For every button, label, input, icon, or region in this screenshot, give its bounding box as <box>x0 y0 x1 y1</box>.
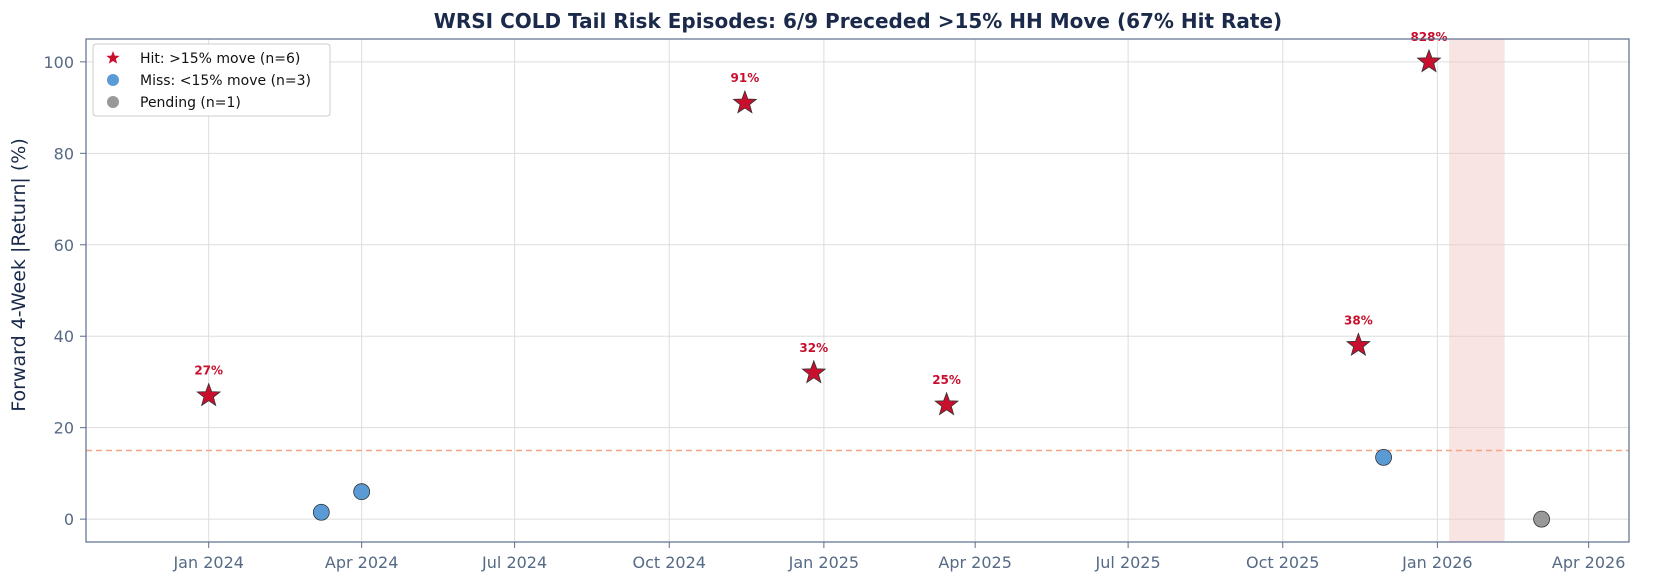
legend-circle-marker <box>107 96 119 108</box>
pending-point <box>1533 510 1550 528</box>
legend-star-marker <box>106 51 120 64</box>
point-value-label: 27% <box>194 364 223 378</box>
x-tick-label: Oct 2024 <box>633 553 706 572</box>
legend-label: Hit: >15% move (n=6) <box>140 51 300 67</box>
hit-star-point <box>1345 332 1371 357</box>
x-tick-label: Jan 2025 <box>788 553 859 572</box>
hit-star-point <box>801 359 827 384</box>
x-tick-label: Jan 2026 <box>1401 553 1472 572</box>
y-tick-label: 40 <box>54 327 74 346</box>
shaded-region-layer <box>1449 39 1505 542</box>
plot-frame <box>85 38 1630 543</box>
y-tick-label: 0 <box>64 510 74 529</box>
miss-point <box>353 483 371 501</box>
hit-star-point <box>196 382 222 407</box>
legend-label: Pending (n=1) <box>140 95 241 111</box>
x-tick-label: Oct 2025 <box>1246 553 1319 572</box>
y-tick-label: 100 <box>43 53 74 72</box>
x-tick-label: Apr 2024 <box>325 553 398 572</box>
axis-ticks: Jan 2024 Apr 2024 Jul 2024 Oct 2024 Jan 2025… <box>43 53 1625 572</box>
y-axis-label: Forward 4-Week |Return| (%) <box>8 138 30 412</box>
legend-label: Miss: <15% move (n=3) <box>140 73 311 89</box>
miss-point <box>312 503 330 521</box>
x-tick-label: Jan 2024 <box>172 553 243 572</box>
miss-point <box>1375 449 1392 466</box>
grid <box>86 39 1629 542</box>
y-tick-label: 60 <box>54 236 74 255</box>
hit-star-point <box>1416 48 1442 73</box>
hit-star-point <box>934 391 960 416</box>
legend: Hit: >15% move (n=6) Miss: <15% move (n=3… <box>92 43 331 117</box>
x-tick-label: Apr 2026 <box>1552 553 1625 572</box>
chart-title: WRSI COLD Tail Risk Episodes: 6/9 Preced… <box>434 9 1282 33</box>
data-points: 27% 91% 32% 25% 38% 828% <box>194 30 1550 528</box>
y-tick-label: 20 <box>54 419 74 438</box>
point-value-label: 91% <box>731 71 760 85</box>
point-value-label: 828% <box>1410 30 1447 44</box>
shaded-region <box>1449 39 1505 542</box>
y-tick-label: 80 <box>54 144 74 163</box>
legend-box <box>92 43 331 117</box>
x-tick-label: Jul 2024 <box>481 553 547 572</box>
legend-circle-marker <box>107 74 119 86</box>
point-value-label: 32% <box>799 341 828 355</box>
x-tick-label: Jul 2025 <box>1095 553 1161 572</box>
point-value-label: 25% <box>932 373 961 387</box>
hit-star-point <box>732 89 758 114</box>
x-tick-label: Apr 2025 <box>938 553 1011 572</box>
point-value-label: 38% <box>1344 313 1373 327</box>
